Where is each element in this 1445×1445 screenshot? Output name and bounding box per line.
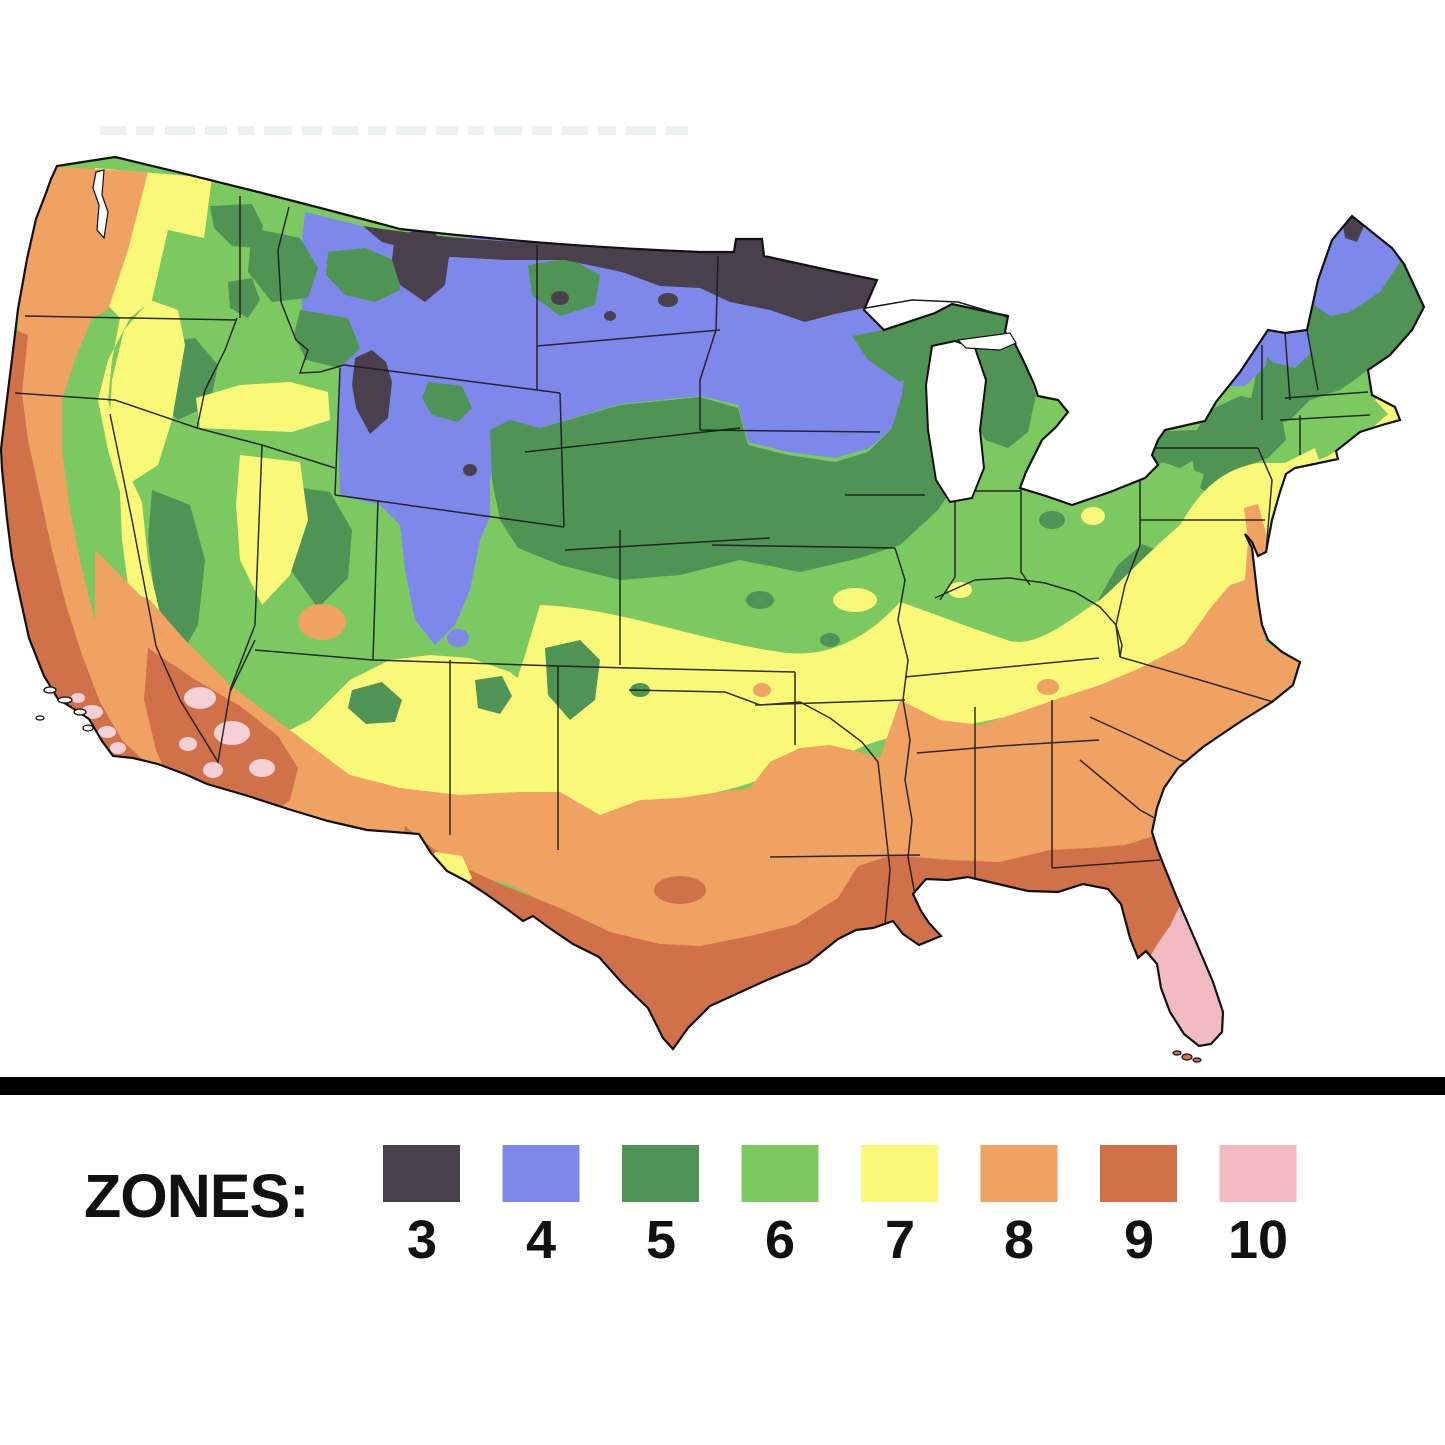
svg-text:8: 8 [1004, 1210, 1034, 1270]
svg-text:5: 5 [646, 1210, 676, 1270]
svg-text:ZONES:: ZONES: [84, 1162, 308, 1230]
svg-text:9: 9 [1124, 1210, 1154, 1270]
svg-text:4: 4 [526, 1210, 556, 1270]
svg-text:7: 7 [885, 1210, 915, 1270]
svg-text:3: 3 [407, 1210, 437, 1270]
svg-text:10: 10 [1228, 1210, 1288, 1270]
svg-text:6: 6 [765, 1210, 795, 1270]
